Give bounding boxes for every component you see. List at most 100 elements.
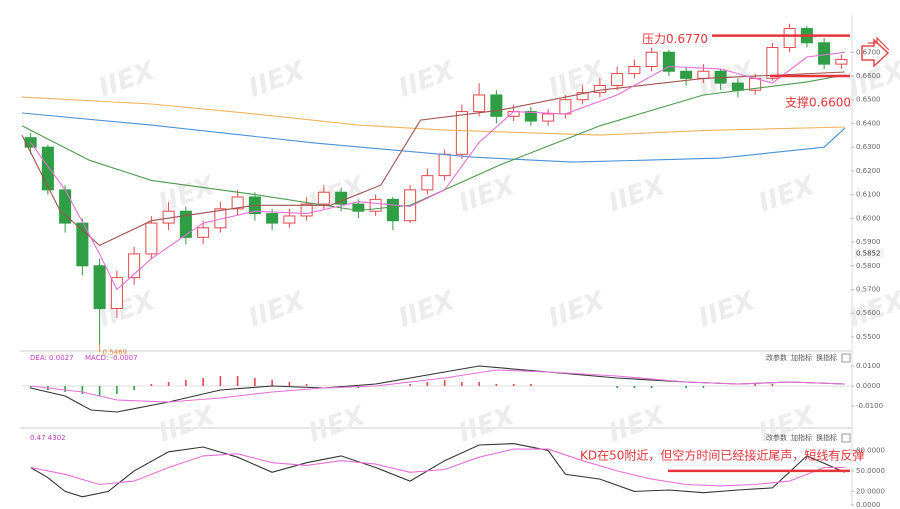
price-marker-box [854, 248, 884, 259]
arrow-icon [861, 38, 890, 68]
histogram-bar [409, 384, 411, 386]
y-tick-label: 0.5900 [856, 238, 881, 246]
kd-note: KD在50附近，但空方时间已经接近尾声，短线有反弹 [580, 447, 864, 462]
histogram-bar [495, 384, 498, 386]
histogram-bar [254, 378, 256, 386]
histogram-bar [271, 380, 273, 386]
histogram-bar [29, 386, 32, 388]
candle-body [231, 196, 244, 210]
histogram-bar [98, 386, 101, 396]
candle-body [611, 73, 624, 86]
candle-body [542, 113, 555, 122]
panel-button: 换指标 [816, 353, 837, 362]
y-tick-label: 0.5700 [856, 286, 881, 294]
histogram-bar [185, 380, 187, 386]
histogram-bar [64, 386, 66, 392]
histogram-bar [771, 384, 774, 386]
candle-body [93, 265, 106, 309]
candle-body [300, 203, 313, 217]
candle-body [179, 210, 192, 238]
y-tick-label: 50.0000 [856, 467, 885, 475]
candle-body [369, 198, 382, 212]
histogram-bar [702, 386, 705, 388]
y-tick-label: 0.6400 [856, 119, 881, 127]
y-tick-label: 0.6100 [856, 191, 881, 199]
candle-body [128, 253, 141, 279]
histogram-bar [150, 384, 153, 386]
candle-body [455, 111, 468, 155]
candle-body [438, 153, 451, 177]
histogram-bar [81, 386, 84, 394]
panel-button: 改参数 [766, 433, 787, 442]
histogram-bar [478, 382, 480, 386]
y-tick-label: 0.5800 [856, 262, 881, 270]
candle-body [317, 191, 330, 205]
indicator-line [30, 369, 845, 403]
panel-button: 改参数 [766, 353, 787, 362]
y-tick-label: 0.5500 [856, 333, 881, 341]
candle-body [628, 65, 641, 75]
candle-body [421, 175, 434, 191]
candle-body [266, 213, 279, 224]
candle-body [783, 28, 796, 49]
candle-body [818, 42, 831, 65]
candle-body [662, 51, 675, 72]
level-label: 支撑0.6600 [785, 94, 851, 109]
candle-body [110, 277, 123, 309]
histogram-bar [530, 384, 532, 386]
indicator-line [30, 51, 845, 291]
panel-button: 换指标 [816, 433, 837, 442]
panel-button: 加指标 [791, 353, 812, 362]
candle-body [559, 99, 572, 115]
candle-body [41, 146, 54, 191]
level-label: 压力0.6770 [642, 32, 708, 46]
histogram-bar [443, 380, 446, 386]
y-tick-label: 20.0000 [856, 487, 885, 495]
panel-header: 0.47 4302 [30, 434, 66, 442]
histogram-bar [685, 386, 687, 388]
candle-body [145, 222, 158, 255]
candle-body [473, 94, 486, 113]
y-tick-label: 0.0000 [856, 501, 881, 509]
low-label: 0.5469 [103, 348, 128, 356]
y-tick-label: 80.0000 [856, 446, 885, 454]
candle-body [576, 92, 589, 101]
histogram-bar [167, 382, 170, 386]
indicator-line [21, 71, 845, 247]
y-tick-label: 0.0100 [856, 362, 881, 370]
histogram-bar [633, 386, 636, 388]
candle-body [490, 94, 503, 117]
histogram-bar [116, 386, 118, 394]
indicator-line [21, 112, 846, 163]
histogram-bar [512, 384, 515, 386]
histogram-bar [650, 386, 653, 388]
close-button [841, 433, 851, 443]
candle-body [283, 215, 296, 224]
price-marker: 0.5852 [856, 249, 881, 257]
indicator-line [21, 74, 845, 212]
candle-body [352, 203, 365, 212]
arrow-icon [868, 36, 890, 51]
histogram-bar [754, 384, 756, 386]
y-tick-label: 0.6300 [856, 143, 881, 151]
histogram-bar [202, 378, 204, 386]
panel-header: DEA: 0.0027 [30, 354, 74, 362]
histogram-bar [288, 382, 291, 386]
y-tick-label: 0.6200 [856, 167, 881, 175]
histogram-bar [426, 382, 429, 386]
y-tick-label: 0.6500 [856, 96, 881, 104]
candle-body [731, 82, 744, 91]
y-tick-label: 0.6700 [856, 48, 881, 56]
candle-body [680, 70, 693, 79]
close-button [841, 353, 851, 363]
candle-body [386, 198, 399, 222]
histogram-bar [133, 386, 135, 390]
histogram-bar [616, 386, 618, 388]
y-tick-label: 0.6000 [856, 214, 881, 222]
candle-body [697, 70, 710, 79]
candle-body [197, 227, 210, 238]
indicator-line [30, 443, 846, 498]
candle-body [524, 111, 537, 122]
indicator-line [21, 96, 845, 136]
histogram-bar [305, 384, 308, 386]
